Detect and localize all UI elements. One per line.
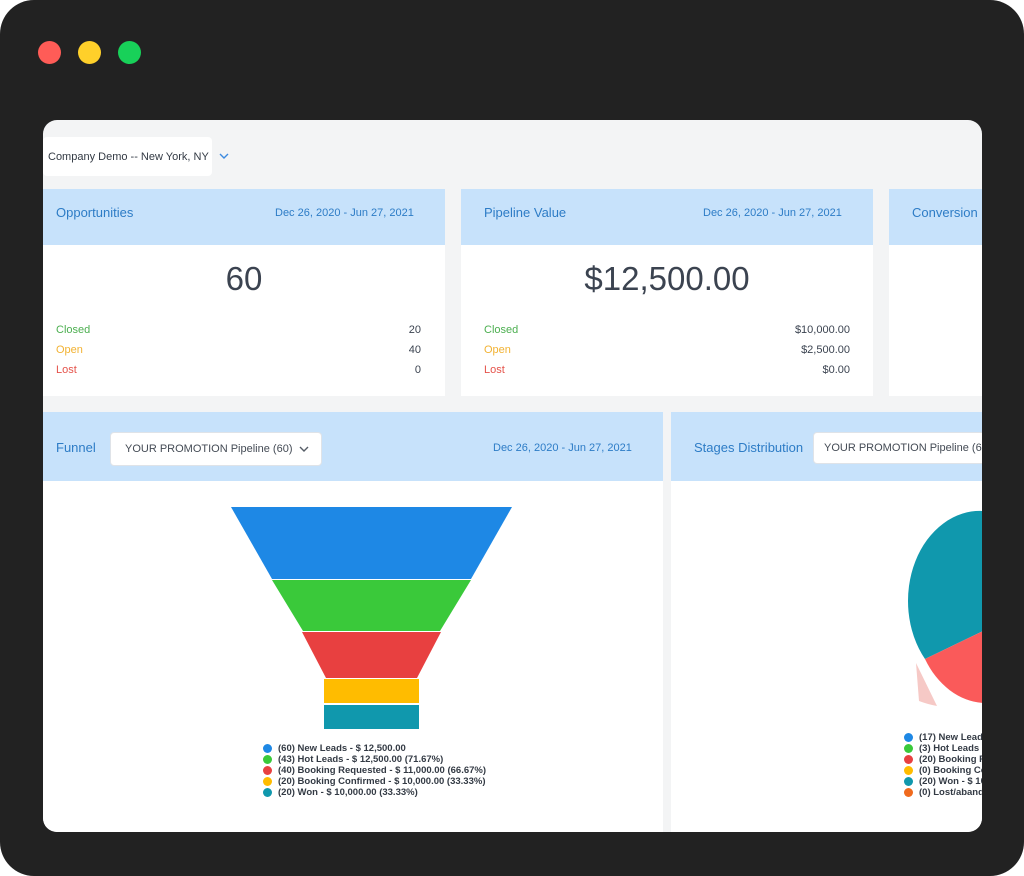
opportunities-open-value: 40 [408,344,421,356]
legend-item: (20) Won - $ 10,000.00 (33.33%) [263,787,418,798]
legend-label: (0) Booking Co [919,765,982,776]
location-selector[interactable]: Company Demo -- New York, NY [43,137,212,176]
opportunities-card: Opportunities Dec 26, 2020 - Jun 27, 202… [43,189,445,396]
legend-label: (40) Booking Requested - $ 11,000.00 (66… [278,765,487,776]
opportunities-card-header: Opportunities Dec 26, 2020 - Jun 27, 202… [43,189,445,245]
pipeline-lost-label: Lost [484,364,505,376]
funnel-title: Funnel [56,440,96,455]
legend-dot [263,788,272,797]
funnel-segment-won[interactable] [324,705,419,729]
opportunities-closed-value: 20 [408,324,421,336]
legend-item: (0) Lost/aband [904,787,982,798]
legend-item: (20) Booking Confirmed - $ 10,000.00 (33… [263,776,485,787]
pipeline-value-card-header: Pipeline Value Dec 26, 2020 - Jun 27, 20… [461,189,873,245]
stages-pie-chart [908,510,982,706]
legend-item: (20) Won - $ 10 [904,776,982,787]
funnel-pipeline-select[interactable]: YOUR PROMOTION Pipeline (60) [110,432,322,466]
pipeline-open-label: Open [484,344,511,356]
stages-pipeline-select[interactable]: YOUR PROMOTION Pipeline (60) [813,432,982,464]
funnel-chart [231,507,512,729]
location-value: Company Demo -- New York, NY [48,150,209,163]
legend-item: (43) Hot Leads - $ 12,500.00 (71.67%) [263,754,443,765]
pipeline-closed-value: $10,000.00 [794,324,850,336]
legend-dot [904,733,913,742]
stages-distribution-title: Stages Distribution [694,440,804,455]
pie-slice-booking-requested[interactable] [925,631,982,703]
pipeline-value-date-range: Dec 26, 2020 - Jun 27, 2021 [703,207,842,219]
legend-dot [904,788,913,797]
funnel-segment-new-leads[interactable] [231,507,512,579]
legend-dot [904,766,913,775]
stages-pipeline-select-value: YOUR PROMOTION Pipeline (60) [824,442,982,454]
conversion-rate-title: Conversion Rate [912,205,982,220]
opportunities-lost-value: 0 [414,364,421,376]
conversion-rate-card-header: Conversion Rate [889,189,982,245]
opportunities-title: Opportunities [56,205,134,220]
legend-item: (40) Booking Requested - $ 11,000.00 (66… [263,765,486,776]
pipeline-lost-value: $0.00 [822,364,850,376]
chevron-down-icon[interactable] [217,149,231,163]
legend-dot [263,777,272,786]
funnel-segment-hot-leads[interactable] [272,580,471,631]
funnel-card: Funnel Dec 26, 2020 - Jun 27, 2021 YOUR … [43,412,663,832]
dashboard-screen: Company Demo -- New York, NY Opportuniti… [43,120,982,832]
legend-label: (43) Hot Leads - $ 12,500.00 (71.67%) [278,754,444,765]
legend-label: (0) Lost/aband [919,787,982,798]
stages-distribution-card: Stages Distribution YOUR PROMOTION Pipel… [671,412,982,832]
funnel-segment-booking-requested[interactable] [302,632,441,678]
opportunities-date-range: Dec 26, 2020 - Jun 27, 2021 [275,207,414,219]
legend-dot [904,744,913,753]
pie-slice-won[interactable] [908,510,982,659]
opportunities-closed-label: Closed [56,324,91,336]
legend-label: (20) Booking Confirmed - $ 10,000.00 (33… [278,776,486,787]
close-window-dot[interactable] [38,41,61,64]
maximize-window-dot[interactable] [118,41,141,64]
pipeline-value-title: Pipeline Value [484,205,567,220]
opportunities-total: 60 [225,260,263,297]
funnel-pipeline-select-value: YOUR PROMOTION Pipeline (60) [125,443,293,455]
legend-dot [263,766,272,775]
legend-label: (3) Hot Leads - [919,743,982,754]
legend-label: (20) Won - $ 10,000.00 (33.33%) [278,787,418,798]
pipeline-closed-label: Closed [484,324,519,336]
chevron-down-icon [299,444,309,456]
legend-item: (60) New Leads - $ 12,500.00 [263,743,406,754]
funnel-date-range: Dec 26, 2020 - Jun 27, 2021 [493,442,632,454]
pie-slice-lost-shadow [916,663,937,706]
legend-item: (17) New Leads [904,732,982,743]
legend-item: (20) Booking R [904,754,982,765]
pipeline-open-value: $2,500.00 [801,344,850,356]
opportunities-open-label: Open [56,344,83,356]
legend-label: (20) Won - $ 10 [919,776,982,787]
pipeline-value-total: $12,500.00 [584,260,750,297]
legend-label: (20) Booking R [919,754,982,765]
pipeline-value-card: Pipeline Value Dec 26, 2020 - Jun 27, 20… [461,189,873,396]
legend-dot [263,744,272,753]
legend-item: (0) Booking Co [904,765,982,776]
legend-label: (60) New Leads - $ 12,500.00 [278,743,406,754]
legend-dot [904,777,913,786]
legend-dot [263,755,272,764]
legend-label: (17) New Leads [919,732,982,743]
legend-dot [904,755,913,764]
funnel-segment-booking-confirmed[interactable] [324,679,419,703]
opportunities-lost-label: Lost [56,364,77,376]
minimize-window-dot[interactable] [78,41,101,64]
conversion-rate-card: Conversion Rate [889,189,982,396]
legend-item: (3) Hot Leads - [904,743,982,754]
